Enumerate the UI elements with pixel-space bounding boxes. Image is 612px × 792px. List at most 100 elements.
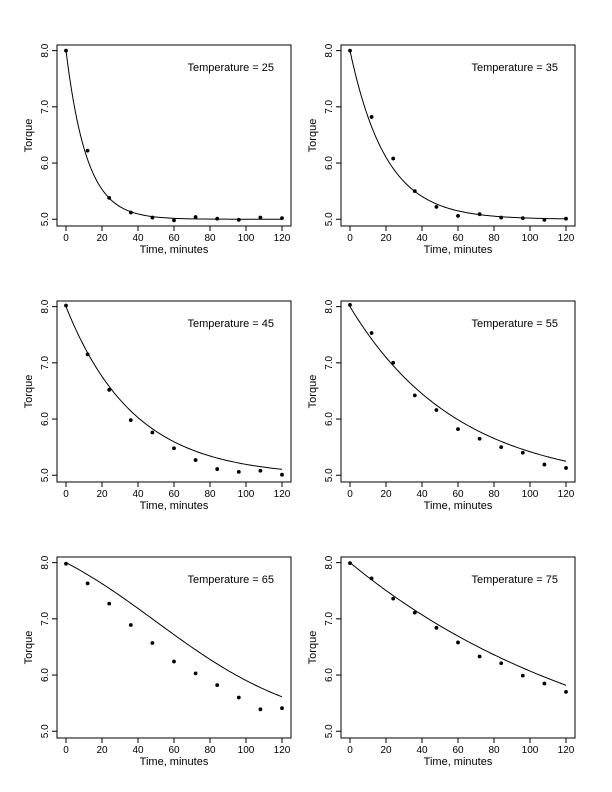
x-tick-label: 40 — [416, 745, 428, 756]
data-point — [434, 204, 439, 209]
data-point — [542, 217, 547, 222]
data-point — [236, 695, 241, 700]
data-point — [520, 216, 525, 221]
data-point — [128, 210, 133, 215]
chart-panel-2: 0 20 40 60 80 100 120 5.0 6.0 7.0 8.0 Time, minutes… — [307, 43, 576, 256]
y-tick-label: 5.0 — [324, 212, 335, 226]
fitted-curve — [349, 50, 567, 220]
temperature-label: Temperature = 25 — [187, 62, 274, 74]
x-tick-label: 120 — [558, 233, 575, 244]
data-point — [564, 216, 568, 221]
data-point — [64, 303, 68, 308]
x-tick-label: 40 — [132, 489, 144, 500]
data-point — [85, 581, 90, 586]
data-point — [456, 213, 460, 218]
data-point — [172, 446, 176, 451]
y-tick-label: 5.0 — [40, 212, 51, 226]
x-tick-label: 100 — [238, 233, 255, 244]
data-point — [564, 690, 568, 694]
data-point — [64, 561, 68, 566]
x-tick-label: 0 — [63, 745, 69, 756]
x-tick-label: 120 — [274, 233, 291, 244]
chart-panel-3: 0 20 40 60 80 100 120 5.0 6.0 7.0 8.0 Time, minutes… — [23, 299, 292, 512]
data-point — [391, 360, 396, 365]
data-point — [280, 216, 284, 221]
x-tick-label: 80 — [488, 233, 500, 244]
x-tick-label: 80 — [488, 745, 500, 756]
x-axis-label: Time, minutes — [140, 500, 209, 512]
chart-panel-4: 0 20 40 60 80 100 120 5.0 6.0 7.0 8.0 Time, minutes… — [307, 299, 576, 512]
data-point — [499, 445, 504, 450]
x-tick-label: 40 — [132, 233, 144, 244]
y-axis-label: Torque — [23, 119, 35, 153]
y-tick-label: 8.0 — [324, 555, 335, 569]
y-tick-label: 6.0 — [40, 412, 51, 426]
x-tick-label: 0 — [347, 489, 353, 500]
y-tick-label: 5.0 — [324, 724, 335, 738]
x-tick-label: 120 — [274, 489, 291, 500]
y-tick-label: 6.0 — [324, 156, 335, 170]
y-tick-label: 6.0 — [40, 156, 51, 170]
data-point — [280, 472, 284, 477]
x-axis-label: Time, minutes — [424, 500, 493, 512]
y-tick-label: 6.0 — [324, 412, 335, 426]
x-tick-label: 100 — [522, 233, 539, 244]
data-point — [477, 654, 482, 659]
chart-panel-1: 0 20 40 60 80 100 120 5.0 6.0 7.0 8.0 Time, minutes… — [23, 43, 292, 256]
x-tick-label: 20 — [380, 745, 392, 756]
y-tick-label: 5.0 — [40, 468, 51, 482]
x-tick-label: 20 — [96, 745, 108, 756]
x-tick-label: 60 — [168, 489, 180, 500]
x-tick-label: 0 — [63, 233, 69, 244]
fitted-curve — [349, 306, 567, 462]
data-point — [258, 468, 263, 473]
x-tick-label: 20 — [96, 489, 108, 500]
data-point — [542, 681, 547, 686]
y-tick-label: 8.0 — [40, 299, 51, 313]
data-point — [564, 466, 568, 470]
data-point — [215, 683, 220, 688]
temperature-label: Temperature = 75 — [471, 574, 558, 586]
y-tick-label: 7.0 — [40, 99, 51, 113]
x-tick-label: 120 — [558, 489, 575, 500]
data-point — [348, 561, 352, 566]
data-point — [456, 640, 460, 645]
fitted-curve — [349, 562, 567, 686]
y-tick-label: 8.0 — [40, 43, 51, 57]
data-point — [477, 212, 482, 217]
fitted-curve — [65, 50, 282, 220]
data-point — [391, 156, 396, 161]
x-tick-label: 120 — [274, 745, 291, 756]
y-tick-label: 5.0 — [40, 724, 51, 738]
y-tick-label: 8.0 — [324, 299, 335, 313]
chart-panel-5: 0 20 40 60 80 100 120 5.0 6.0 7.0 8.0 Time, minutes… — [23, 555, 292, 768]
x-axis-label: Time, minutes — [140, 756, 209, 768]
temperature-label: Temperature = 65 — [187, 574, 274, 586]
x-tick-label: 80 — [488, 489, 500, 500]
data-point — [391, 596, 396, 601]
x-axis-label: Time, minutes — [424, 244, 493, 256]
x-tick-label: 100 — [238, 489, 255, 500]
temperature-label: Temperature = 55 — [471, 318, 558, 330]
x-axis-label: Time, minutes — [140, 244, 209, 256]
data-point — [150, 641, 155, 645]
data-point — [369, 331, 374, 335]
data-point — [369, 576, 374, 581]
data-point — [128, 623, 133, 627]
data-point — [499, 661, 504, 666]
x-tick-label: 20 — [380, 233, 392, 244]
y-tick-label: 7.0 — [324, 99, 335, 113]
data-point — [215, 216, 220, 221]
data-point — [64, 48, 68, 53]
data-point — [172, 218, 176, 223]
y-axis-label: Torque — [307, 119, 319, 153]
fitted-curve — [65, 562, 283, 698]
data-point — [280, 706, 284, 711]
y-axis-label: Torque — [23, 631, 35, 665]
y-tick-label: 7.0 — [40, 611, 51, 625]
y-tick-label: 6.0 — [40, 668, 51, 682]
data-point — [258, 707, 263, 712]
data-point — [193, 458, 198, 462]
chart-panel-6: 0 20 40 60 80 100 120 5.0 6.0 7.0 8.0 Time, minutes… — [307, 555, 576, 768]
data-point — [128, 418, 133, 423]
